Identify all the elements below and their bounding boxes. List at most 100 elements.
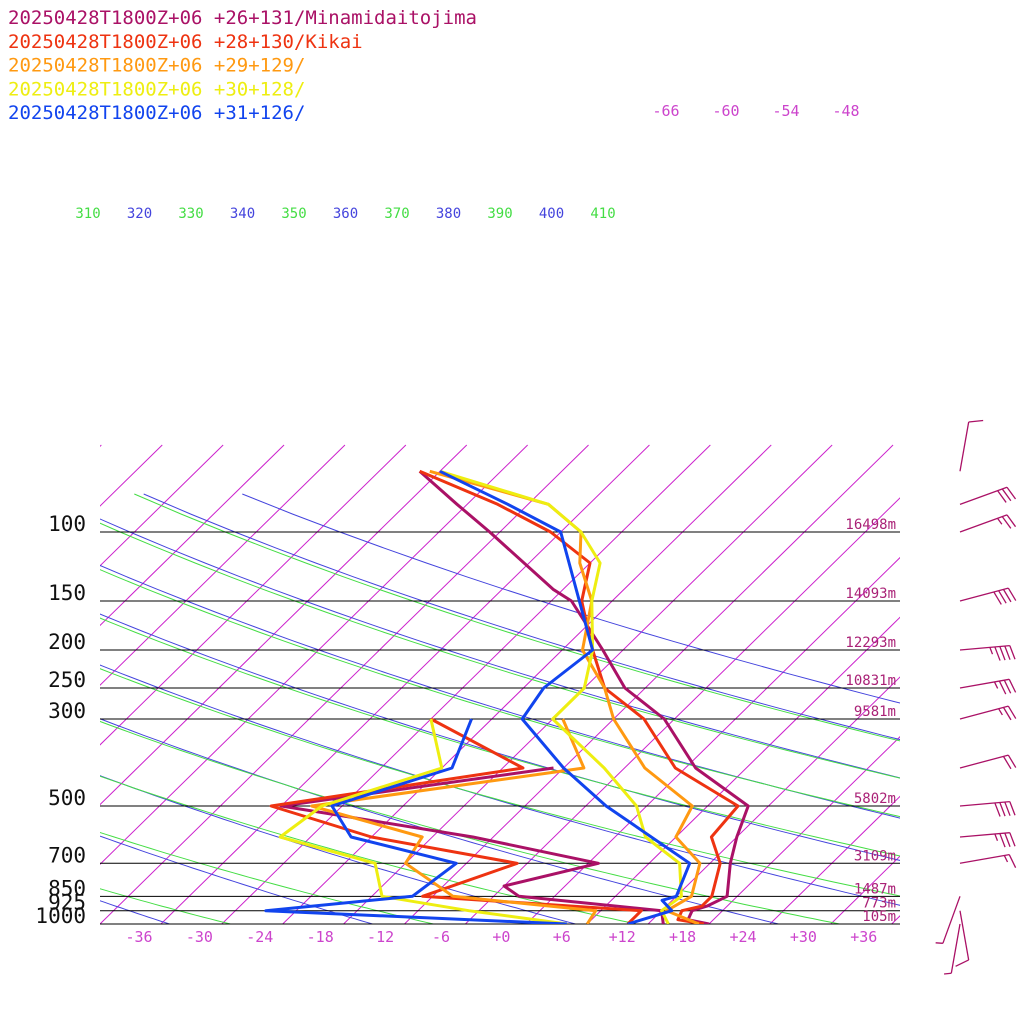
- temperature-tick-label: -6: [432, 928, 450, 946]
- dewpoint-profile-4: [278, 718, 568, 924]
- temperature-tick-label: -36: [125, 928, 152, 946]
- wind-barb: [944, 923, 961, 975]
- height-label: 16498m: [845, 517, 896, 533]
- theta-label: 350: [281, 206, 306, 222]
- theta-label: 340: [230, 206, 255, 222]
- temperature-tick-label: -30: [186, 928, 213, 946]
- temperature-tick-label: +18: [669, 928, 696, 946]
- theta-label: 410: [590, 206, 615, 222]
- moist-adiabat-line: [100, 720, 840, 924]
- isotherm-line: [282, 444, 772, 924]
- moist-adiabat-line: [100, 888, 231, 924]
- pressure-label: 1000: [35, 904, 86, 928]
- theta-label: 320: [127, 206, 152, 222]
- isotherm-line: [100, 444, 589, 924]
- temperature-profile-5: [439, 469, 692, 924]
- isotherm-line: [100, 444, 224, 567]
- temperature-tick-label: +24: [729, 928, 756, 946]
- dry-adiabat-line: [100, 664, 900, 906]
- dry-adiabat-line: [100, 518, 900, 779]
- isotherm-line: [343, 444, 833, 924]
- top-temperature-label: -54: [772, 102, 799, 120]
- pressure-label: 150: [48, 581, 86, 605]
- pressure-label: 700: [48, 843, 86, 867]
- wind-barb: [959, 587, 1017, 605]
- temperature-tick-label: -24: [246, 928, 273, 946]
- moist-adiabat-line: [100, 668, 900, 897]
- temperature-tick-label: -12: [367, 928, 394, 946]
- height-label: 773m: [862, 896, 896, 912]
- temperature-profile-3: [429, 469, 702, 924]
- isobar-grid: [100, 531, 900, 925]
- height-label: 5802m: [854, 791, 896, 807]
- isotherm-line: [647, 676, 900, 924]
- dry-adiabat-line: [143, 493, 900, 741]
- pressure-label: 100: [48, 512, 86, 536]
- isotherm-line: [100, 444, 346, 686]
- top-temperature-label: -60: [712, 102, 739, 120]
- wind-barb: [959, 800, 1016, 817]
- isotherm-line: [160, 444, 650, 924]
- legend-entry: 20250428T1800Z+06 +28+130/Kikai: [8, 31, 363, 53]
- theta-label: 360: [333, 206, 358, 222]
- temperature-profile-1: [418, 470, 750, 924]
- wind-barb: [935, 896, 961, 944]
- theta-label: 400: [539, 206, 564, 222]
- moist-adiabat-line: [100, 831, 434, 924]
- temperature-tick-label: +12: [609, 928, 636, 946]
- sounding-profiles: [264, 469, 750, 924]
- axis-labels: 100 16498m 150 14093m 200 12293m 250 10831m 300 9…: [35, 102, 896, 946]
- moist-adiabat-line: [100, 617, 900, 857]
- height-label: 12293m: [845, 635, 896, 651]
- temperature-tick-label: +6: [553, 928, 571, 946]
- dry-adiabat-line: [100, 718, 779, 924]
- theta-label: 370: [384, 206, 409, 222]
- wind-barb: [959, 514, 1017, 533]
- temperature-tick-label: +36: [850, 928, 877, 946]
- moist-adiabat-line: [134, 493, 900, 742]
- dry-adiabat-line: [242, 493, 900, 704]
- wind-barb: [959, 678, 1017, 695]
- legend-entry: 20250428T1800Z+06 +31+126/: [8, 102, 305, 124]
- moist-adiabat-line: [100, 569, 900, 818]
- dewpoint-profile-5: [264, 718, 567, 924]
- wind-barb: [959, 754, 1017, 770]
- pressure-label: 300: [48, 699, 86, 723]
- height-label: 105m: [862, 909, 896, 925]
- wind-barb: [959, 486, 1017, 505]
- temperature-tick-label: +0: [492, 928, 510, 946]
- wind-barb: [959, 705, 1017, 721]
- isotherm-line: [769, 795, 900, 924]
- isotherm-line: [525, 556, 900, 924]
- wind-barb: [959, 644, 1016, 661]
- isotherm-line: [100, 444, 468, 806]
- isotherm-line: [465, 497, 900, 924]
- isotherm-line: [404, 444, 894, 924]
- theta-label: 380: [436, 206, 461, 222]
- legend-entry: 20250428T1800Z+06 +26+131/Minamidaitojim…: [8, 7, 477, 29]
- wind-barbs: [935, 419, 1017, 975]
- moist-adiabat-line: [100, 775, 637, 924]
- wind-barb: [959, 419, 984, 472]
- isotherm-line: [0, 445, 40, 924]
- dry-adiabat-line: [100, 564, 900, 819]
- isotherm-line: [586, 616, 900, 924]
- dry-adiabat-line: [100, 835, 373, 924]
- height-label: 10831m: [845, 673, 896, 689]
- theta-label: 330: [178, 206, 203, 222]
- dewpoint-profile-2: [269, 717, 643, 924]
- isotherm-grid: [0, 444, 900, 924]
- dry-adiabat-grid: [100, 493, 900, 924]
- top-temperature-label: -48: [832, 102, 859, 120]
- pressure-label: 850: [48, 876, 86, 900]
- pressure-label: 200: [48, 630, 86, 654]
- temperature-tick-label: -18: [307, 928, 334, 946]
- legend: 20250428T1800Z+06 +26+131/Minamidaitojim…: [8, 7, 477, 124]
- temperature-tick-label: +30: [790, 928, 817, 946]
- isotherm-line: [100, 444, 528, 865]
- top-temperature-label: -66: [652, 102, 679, 120]
- wind-barb: [959, 853, 1017, 868]
- theta-label: 390: [487, 206, 512, 222]
- temperature-profile-2: [419, 469, 740, 924]
